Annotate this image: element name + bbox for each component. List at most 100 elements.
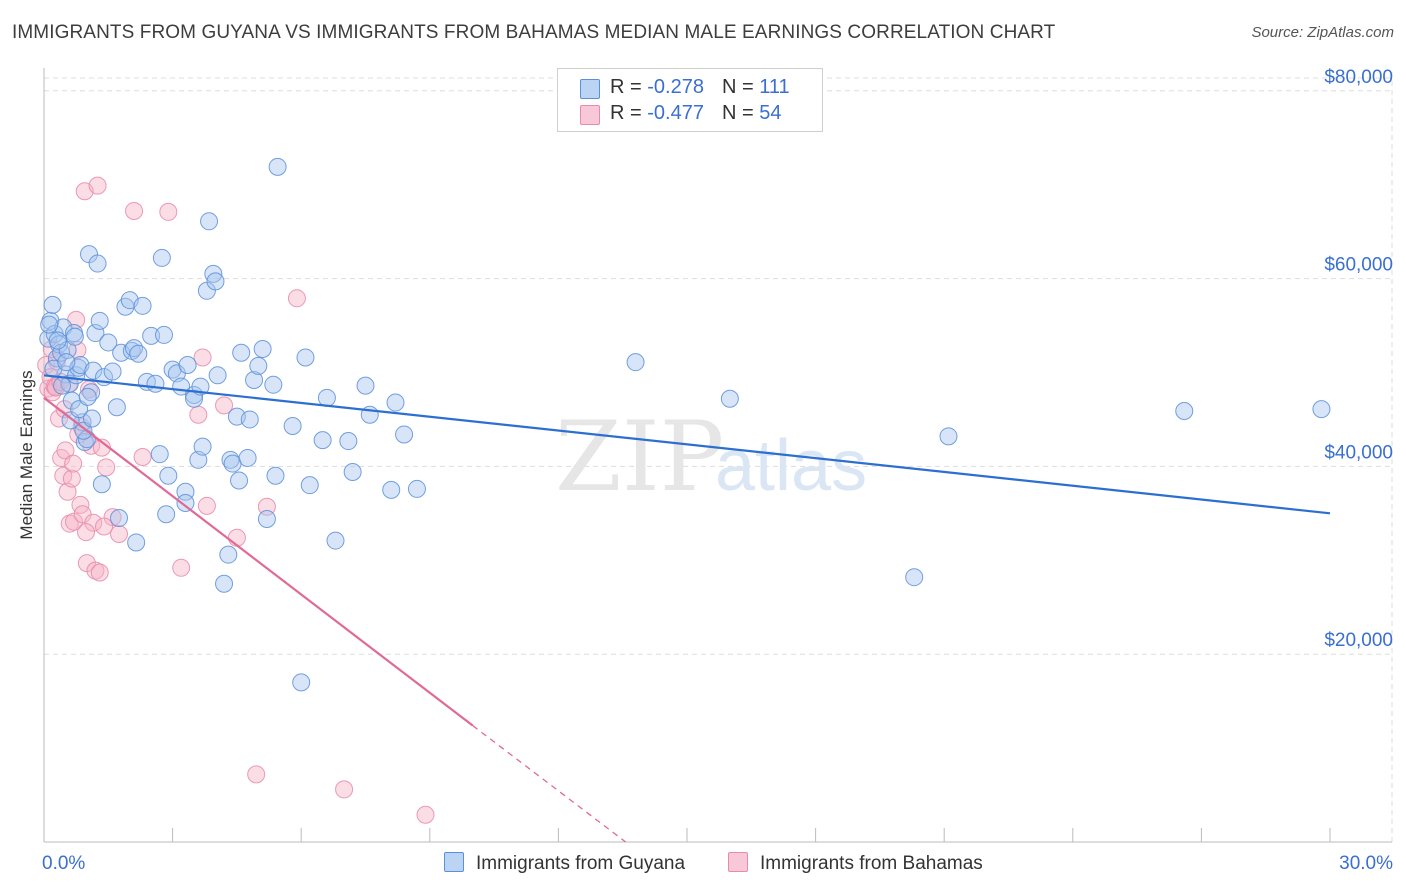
guyana-point bbox=[110, 509, 129, 528]
guyana-point bbox=[142, 326, 161, 345]
bahamas-point bbox=[227, 528, 246, 547]
bahamas-trend-line bbox=[43, 396, 474, 727]
guyana-point bbox=[317, 388, 336, 407]
guyana-point bbox=[253, 340, 272, 359]
y-tick-label: $80,000 bbox=[1324, 67, 1393, 88]
guyana-point bbox=[157, 505, 176, 524]
guyana-point bbox=[296, 348, 315, 367]
legend-r-value-bahamas: -0.477 bbox=[647, 102, 704, 124]
bahamas-point bbox=[97, 458, 116, 477]
guyana-point bbox=[939, 427, 958, 446]
x-tick-label: 0.0% bbox=[42, 853, 85, 874]
guyana-point bbox=[48, 331, 67, 350]
guyana-point bbox=[249, 356, 268, 375]
guyana-point bbox=[238, 448, 257, 467]
correlation-legend: R = -0.278 N = 111 R = -0.477 N = 54 bbox=[557, 68, 823, 132]
series-legend-bahamas: Immigrants from Bahamas bbox=[728, 852, 983, 875]
guyana-point bbox=[133, 296, 152, 315]
guyana-point bbox=[206, 272, 225, 291]
bahamas-point bbox=[90, 563, 109, 582]
guyana-point bbox=[65, 327, 84, 346]
guyana-point bbox=[283, 417, 302, 436]
guyana-point bbox=[257, 509, 276, 528]
guyana-point bbox=[146, 374, 165, 393]
guyana-point bbox=[343, 463, 362, 482]
bahamas-point bbox=[287, 289, 306, 308]
y-tick-label: $60,000 bbox=[1324, 255, 1393, 276]
guyana-point bbox=[395, 425, 414, 444]
trend-lines bbox=[43, 374, 1331, 843]
bahamas-point bbox=[84, 513, 103, 532]
guyana-point bbox=[53, 376, 72, 395]
guyana-point bbox=[57, 353, 76, 372]
guyana-point bbox=[245, 371, 264, 389]
bahamas-point bbox=[257, 497, 276, 516]
legend-swatch-bahamas bbox=[580, 105, 600, 125]
guyana-point bbox=[326, 531, 345, 550]
bahamas-point bbox=[215, 396, 234, 415]
bahamas-trend-extension bbox=[472, 725, 627, 843]
guyana-point bbox=[219, 545, 238, 564]
guyana-point bbox=[70, 400, 89, 419]
legend-r-label-bahamas: R = bbox=[610, 102, 648, 124]
guyana-point bbox=[1175, 401, 1194, 420]
guyana-point bbox=[382, 480, 401, 499]
guyana-point bbox=[200, 212, 219, 231]
bahamas-point bbox=[193, 348, 212, 367]
guyana-point bbox=[127, 533, 146, 552]
guyana-point bbox=[86, 324, 105, 343]
guyana-point bbox=[268, 157, 287, 176]
guyana-point bbox=[232, 343, 251, 362]
series-swatch-guyana bbox=[444, 852, 464, 872]
guyana-trend-line bbox=[43, 374, 1331, 515]
series-name-guyana: Immigrants from Guyana bbox=[476, 853, 686, 874]
guyana-point bbox=[99, 333, 118, 352]
guyana-point bbox=[176, 494, 195, 513]
bahamas-point bbox=[335, 780, 354, 799]
guyana-point bbox=[339, 432, 358, 451]
guyana-point bbox=[178, 355, 197, 374]
guyana-point bbox=[92, 475, 111, 494]
guyana-point bbox=[300, 476, 319, 495]
bahamas-point bbox=[125, 201, 144, 220]
bahamas-point bbox=[88, 176, 107, 195]
guyana-point bbox=[1312, 400, 1331, 419]
guyana-point bbox=[208, 366, 227, 385]
guyana-point bbox=[407, 479, 426, 498]
legend-r-value-guyana: -0.278 bbox=[647, 76, 704, 98]
legend-n-label-guyana: N = bbox=[721, 76, 760, 98]
guyana-point bbox=[159, 466, 178, 485]
guyana-point bbox=[88, 254, 107, 273]
y-axis-label: Median Male Earnings bbox=[17, 370, 36, 539]
guyana-points bbox=[39, 157, 1331, 692]
guyana-point bbox=[215, 574, 234, 593]
bahamas-point bbox=[95, 517, 114, 536]
guyana-point bbox=[84, 361, 103, 380]
bahamas-point bbox=[64, 454, 83, 473]
guyana-point bbox=[626, 353, 645, 372]
legend-r-label-guyana: R = bbox=[610, 76, 648, 98]
guyana-point bbox=[40, 315, 59, 334]
guyana-point bbox=[223, 454, 242, 473]
y-tick-label: $40,000 bbox=[1324, 442, 1393, 463]
legend-n-label-bahamas: N = bbox=[721, 102, 760, 124]
guyana-point bbox=[193, 437, 212, 456]
watermark: ZIP atlas bbox=[555, 401, 867, 513]
guyana-point bbox=[107, 398, 126, 417]
x-tick-label: 30.0% bbox=[1339, 853, 1393, 874]
y-tick-label: $20,000 bbox=[1324, 630, 1393, 651]
legend-swatch-guyana bbox=[580, 79, 600, 99]
guyana-point bbox=[264, 375, 283, 394]
guyana-point bbox=[129, 344, 148, 363]
bahamas-point bbox=[247, 765, 266, 784]
grid-lines bbox=[44, 72, 1393, 842]
guyana-point bbox=[720, 389, 739, 408]
guyana-point bbox=[155, 325, 174, 344]
bahamas-point bbox=[133, 448, 152, 466]
legend-n-value-guyana: 111 bbox=[759, 76, 790, 98]
guyana-point bbox=[240, 410, 259, 429]
guyana-point bbox=[230, 471, 249, 490]
guyana-point bbox=[103, 362, 122, 381]
bahamas-point bbox=[189, 405, 208, 424]
